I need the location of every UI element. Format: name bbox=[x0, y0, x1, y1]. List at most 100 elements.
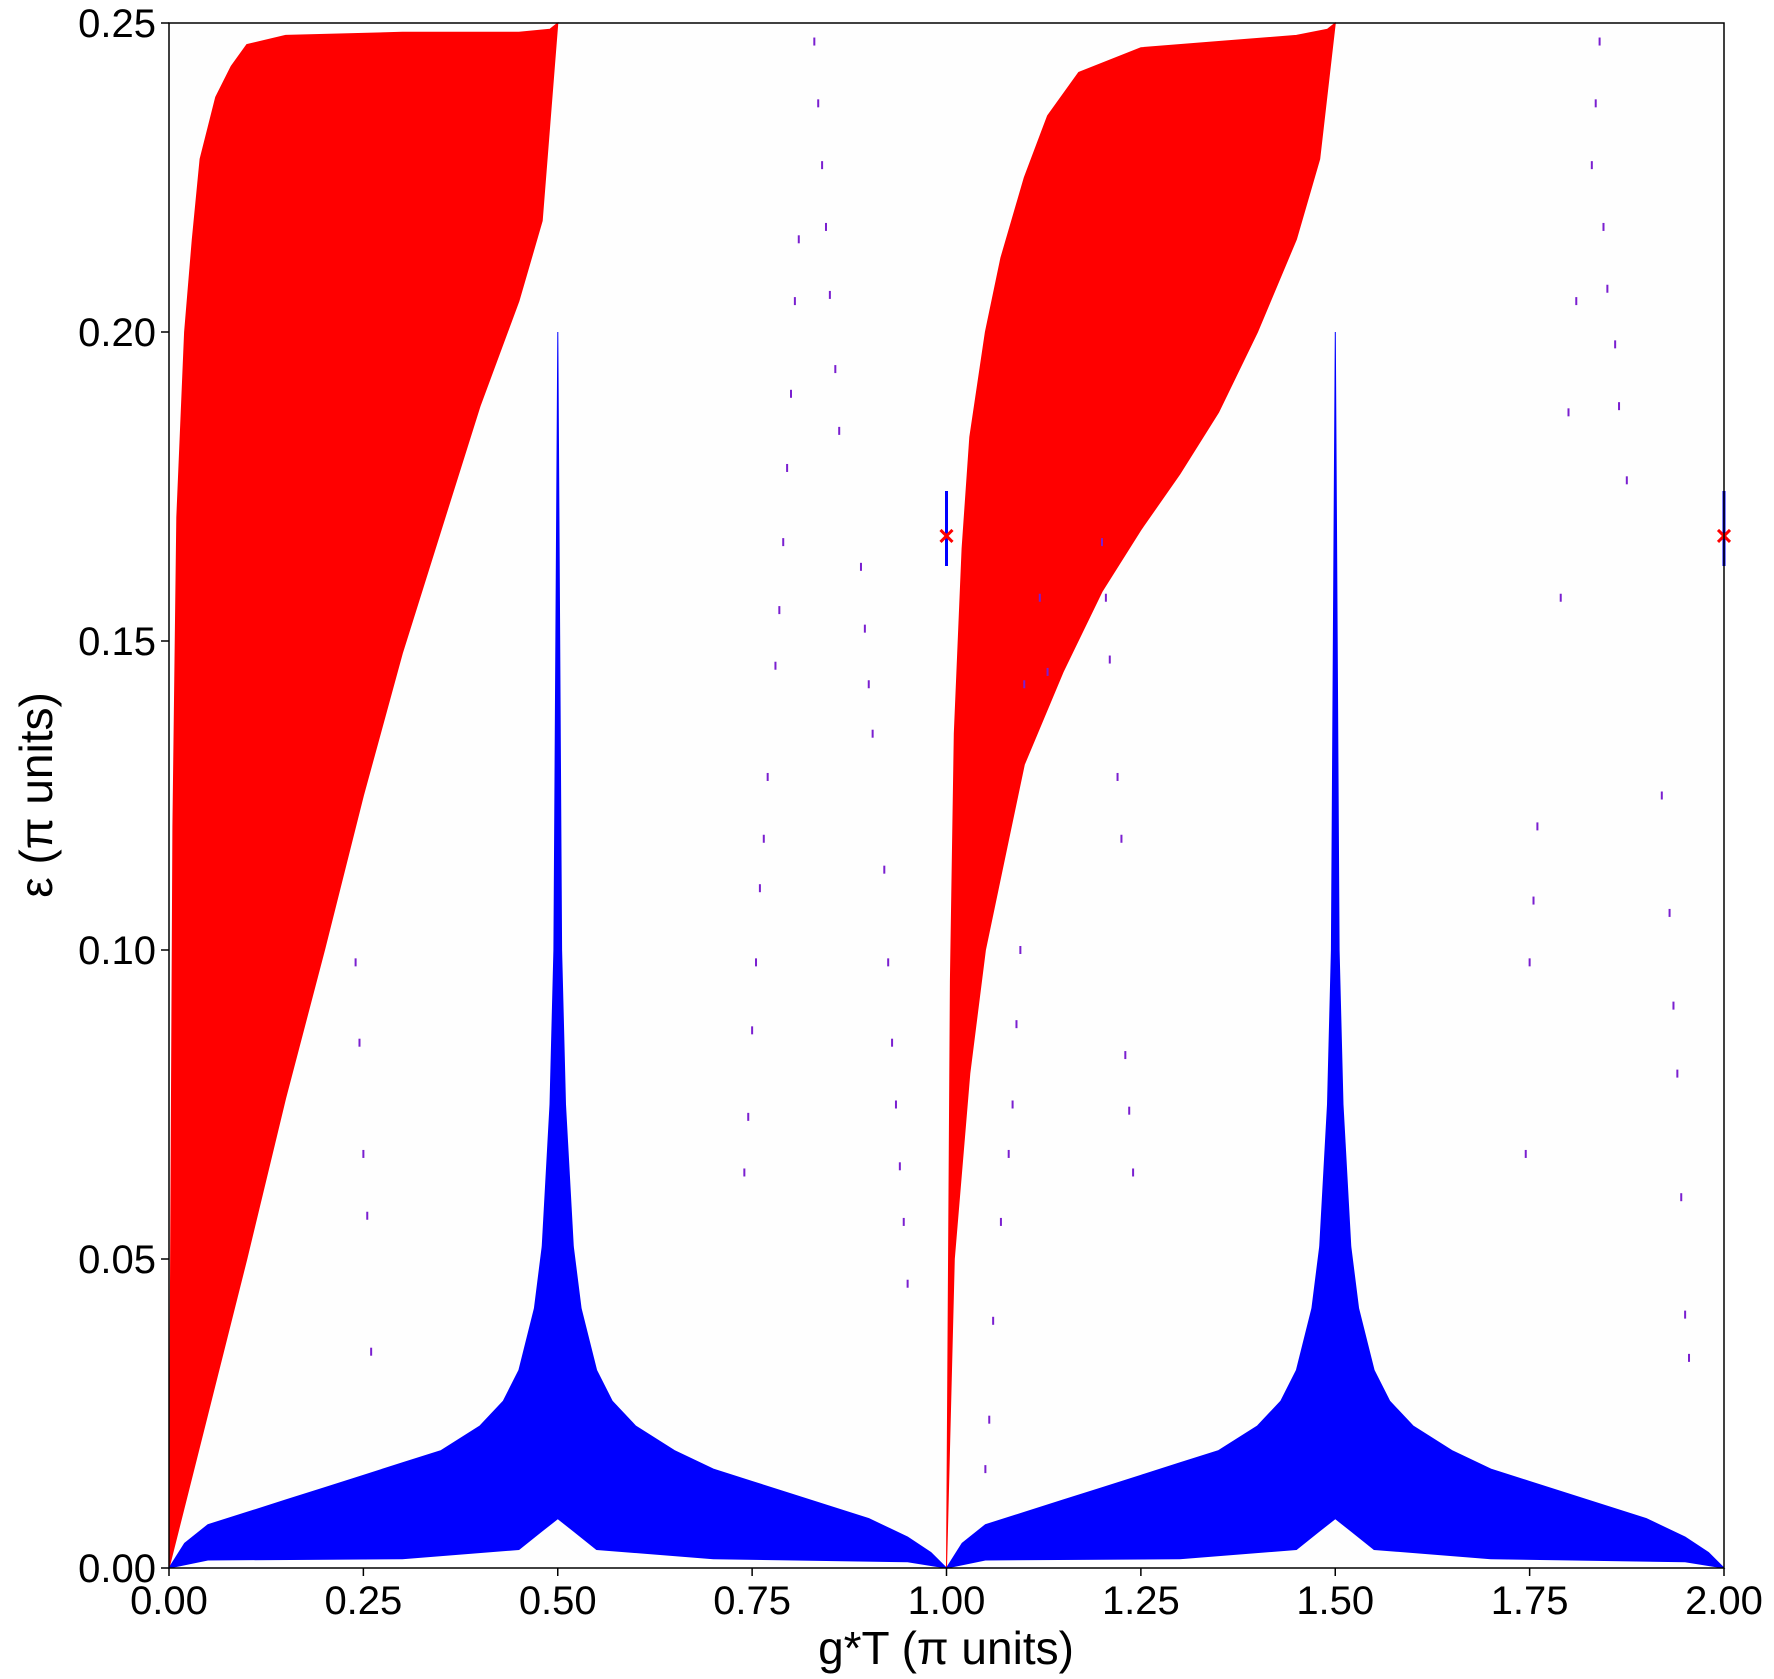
scatter-point-54 bbox=[1128, 1106, 1131, 1115]
scatter-point-70 bbox=[1524, 1149, 1527, 1158]
scatter-point-41 bbox=[1007, 1149, 1010, 1158]
scatter-point-76 bbox=[1684, 1310, 1687, 1319]
scatter-point-71 bbox=[1660, 791, 1663, 800]
scatter-point-25 bbox=[883, 865, 886, 874]
scatter-point-69 bbox=[1528, 958, 1531, 967]
x-tick-label-3: 0.75 bbox=[713, 1579, 791, 1623]
scatter-point-50 bbox=[1108, 655, 1111, 664]
scattered-points bbox=[354, 37, 1691, 1474]
scatter-point-13 bbox=[774, 661, 777, 670]
scatter-point-58 bbox=[1590, 161, 1593, 170]
scatter-point-29 bbox=[898, 1162, 901, 1171]
scatter-point-75 bbox=[1680, 1193, 1683, 1202]
x-tick-label-1: 0.25 bbox=[324, 1579, 402, 1623]
scatter-point-74 bbox=[1676, 1069, 1679, 1078]
scatter-point-19 bbox=[762, 834, 765, 843]
x-axis-label: g*T (π units) bbox=[818, 1622, 1074, 1674]
scatter-point-72 bbox=[1668, 908, 1671, 917]
scatter-point-37 bbox=[984, 1465, 987, 1474]
scatter-point-5 bbox=[834, 365, 837, 374]
scatter-point-48 bbox=[1101, 538, 1103, 547]
scatter-point-2 bbox=[821, 161, 824, 170]
scatter-point-57 bbox=[1594, 99, 1597, 108]
scatter-point-9 bbox=[790, 389, 792, 398]
scatter-point-0 bbox=[813, 37, 816, 46]
x-tick-label-7: 1.75 bbox=[1491, 1579, 1569, 1623]
scatter-point-68 bbox=[1532, 896, 1535, 905]
scatter-point-73 bbox=[1672, 1001, 1675, 1010]
scatter-point-52 bbox=[1120, 834, 1123, 843]
scatter-point-30 bbox=[902, 1217, 905, 1226]
scatter-point-51 bbox=[1116, 772, 1119, 781]
scatter-point-16 bbox=[867, 680, 870, 689]
scatter-point-77 bbox=[1688, 1353, 1691, 1362]
scatter-point-11 bbox=[782, 538, 785, 547]
y-tick-label-3: 0.15 bbox=[78, 620, 156, 664]
scatter-point-8 bbox=[793, 297, 796, 306]
scatter-point-28 bbox=[894, 1100, 897, 1109]
x-tick-label-4: 1.00 bbox=[908, 1579, 986, 1623]
scatter-point-12 bbox=[778, 606, 781, 615]
scatter-point-22 bbox=[751, 1026, 754, 1035]
x-tick-label-5: 1.25 bbox=[1102, 1579, 1180, 1623]
marker-cross-b-0 bbox=[939, 528, 954, 544]
scatter-point-64 bbox=[1575, 297, 1578, 306]
scatter-point-32 bbox=[354, 958, 357, 967]
scatter-point-20 bbox=[758, 884, 761, 893]
scatter-point-38 bbox=[988, 1415, 991, 1424]
scatter-point-21 bbox=[755, 958, 758, 967]
x-tick-label-6: 1.50 bbox=[1296, 1579, 1374, 1623]
scatter-point-55 bbox=[1132, 1168, 1135, 1177]
scatter-point-17 bbox=[871, 729, 874, 738]
y-tick-label-5: 0.25 bbox=[78, 2, 156, 46]
scatter-point-4 bbox=[828, 290, 831, 299]
y-tick-label-1: 0.05 bbox=[78, 1238, 156, 1282]
scatter-point-56 bbox=[1598, 37, 1601, 46]
scatter-point-46 bbox=[1038, 593, 1041, 602]
y-tick-label-2: 0.10 bbox=[78, 929, 156, 973]
scatter-point-43 bbox=[1015, 1020, 1018, 1029]
scatter-point-14 bbox=[859, 562, 862, 571]
y-tick-label-0: 0.00 bbox=[78, 1547, 156, 1591]
scatter-point-7 bbox=[797, 235, 800, 244]
scatter-point-36 bbox=[370, 1347, 373, 1356]
scatter-point-59 bbox=[1602, 222, 1605, 231]
scatter-point-66 bbox=[1559, 593, 1562, 602]
scatter-point-67 bbox=[1536, 822, 1539, 831]
scatter-point-61 bbox=[1614, 340, 1617, 349]
y-tick-label-4: 0.20 bbox=[78, 311, 156, 355]
x-tick-label-8: 2.00 bbox=[1685, 1579, 1763, 1623]
scatter-point-33 bbox=[358, 1038, 361, 1047]
scatter-point-18 bbox=[766, 772, 769, 781]
scatter-point-44 bbox=[1019, 946, 1022, 954]
scatter-point-65 bbox=[1567, 408, 1570, 417]
x-tick-label-0: 0.00 bbox=[130, 1579, 208, 1623]
y-axis-label: ε (π units) bbox=[10, 692, 62, 898]
scatter-point-35 bbox=[366, 1211, 369, 1220]
scatter-point-24 bbox=[743, 1168, 746, 1177]
scatter-point-63 bbox=[1625, 476, 1628, 485]
scatter-point-60 bbox=[1606, 284, 1609, 293]
scatter-point-45 bbox=[1023, 680, 1026, 689]
region-series-1-0 bbox=[167, 331, 948, 1569]
scatter-point-6 bbox=[838, 426, 841, 435]
region-series-0-0 bbox=[168, 21, 559, 1569]
region-series-1-1 bbox=[945, 331, 1726, 1569]
scatter-point-15 bbox=[863, 624, 866, 633]
scatter-point-42 bbox=[1011, 1100, 1014, 1109]
scatter-point-39 bbox=[992, 1316, 995, 1325]
x-tick-label-2: 0.50 bbox=[519, 1579, 597, 1623]
y-axis-ticks: 0.00 0.05 0.10 0.15 0.20 0.25 bbox=[78, 2, 169, 1591]
scatter-point-26 bbox=[887, 958, 890, 967]
scatter-point-62 bbox=[1618, 402, 1621, 411]
scatter-point-10 bbox=[786, 463, 789, 472]
scatter-point-49 bbox=[1104, 593, 1107, 602]
scatter-point-34 bbox=[362, 1149, 365, 1158]
scatter-point-1 bbox=[817, 99, 820, 108]
scatter-point-3 bbox=[824, 222, 827, 231]
scatter-point-23 bbox=[747, 1112, 750, 1121]
scatter-point-27 bbox=[891, 1038, 894, 1047]
scatter-point-31 bbox=[906, 1279, 909, 1288]
scatter-point-40 bbox=[999, 1217, 1002, 1226]
